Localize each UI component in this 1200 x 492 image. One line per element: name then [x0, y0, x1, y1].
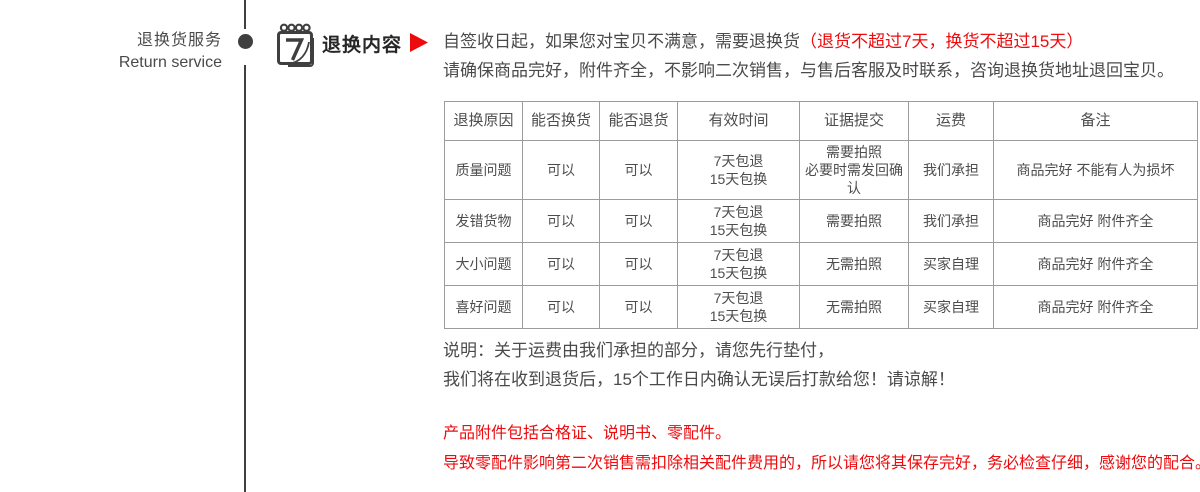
warning-line2: 导致零配件影响第二次销售需扣除相关配件费用的，所以请您将其保存完好，务必检查仔细…: [443, 455, 1200, 472]
notes-line2: 我们将在收到退货后，15个工作日内确认无误后打款给您！请谅解！: [443, 370, 955, 389]
table-row: 喜好问题 可以 可以 7天包退 15天包换 无需拍照 买家自理 商品完好 附件齐…: [444, 285, 1198, 329]
table-row: 质量问题 可以 可以 7天包退 15天包换 需要拍照 必要时需发回确认 我们承担…: [444, 140, 1198, 200]
table-row: 大小问题 可以 可以 7天包退 15天包换 无需拍照 买家自理 商品完好 附件齐…: [444, 242, 1198, 286]
service-label: 退换货服务 Return service: [80, 30, 222, 74]
calendar-day7-icon: [276, 21, 316, 74]
table-cell: 质量问题: [444, 140, 523, 200]
table-cell: 可以: [522, 242, 600, 286]
header-cell-valid-time: 有效时间: [677, 101, 800, 141]
intro-line1-red: （退货不超过7天，换货不超过15天）: [800, 32, 1084, 51]
header-cell-freight: 运费: [908, 101, 994, 141]
table-cell: 买家自理: [908, 242, 994, 286]
intro-paragraph: 自签收日起，如果您对宝贝不满意，需要退换货（退货不超过7天，换货不超过15天） …: [443, 27, 1200, 85]
table-cell: 无需拍照: [799, 242, 909, 286]
return-policy-table: 退换原因 能否换货 能否退货 有效时间 证据提交 运费 备注 质量问题 可以 可…: [444, 101, 1198, 329]
table-cell: 无需拍照: [799, 285, 909, 329]
table-cell: 7天包退 15天包换: [677, 242, 800, 286]
table-cell: 喜好问题: [444, 285, 523, 329]
table-cell: 7天包退 15天包换: [677, 285, 800, 329]
header-cell-exchange: 能否换货: [522, 101, 600, 141]
header-cell-reason: 退换原因: [444, 101, 523, 141]
timeline-line-bottom: [244, 65, 246, 492]
timeline-line-top: [244, 0, 246, 29]
table-header-row: 退换原因 能否换货 能否退货 有效时间 证据提交 运费 备注: [444, 101, 1198, 141]
table-cell: 可以: [522, 285, 600, 329]
table-cell: 需要拍照: [799, 199, 909, 243]
arrow-right-icon: [410, 33, 428, 57]
table-cell: 商品完好 附件齐全: [993, 242, 1198, 286]
header-cell-remark: 备注: [993, 101, 1198, 141]
timeline-bullet: [238, 34, 253, 49]
table-cell: 需要拍照 必要时需发回确认: [799, 140, 909, 200]
table-cell: 可以: [599, 242, 678, 286]
table-cell: 7天包退 15天包换: [677, 140, 800, 200]
table-cell: 我们承担: [908, 140, 994, 200]
freight-notes: 说明：关于运费由我们承担的部分，请您先行垫付， 我们将在收到退货后，15个工作日…: [443, 336, 955, 394]
table-cell: 7天包退 15天包换: [677, 199, 800, 243]
table-cell: 可以: [522, 199, 600, 243]
table-cell: 我们承担: [908, 199, 994, 243]
header-cell-return: 能否退货: [599, 101, 678, 141]
table-cell: 商品完好 附件齐全: [993, 285, 1198, 329]
table-cell: 商品完好 不能有人为损坏: [993, 140, 1198, 200]
intro-line1: 自签收日起，如果您对宝贝不满意，需要退换货（退货不超过7天，换货不超过15天）: [443, 27, 1200, 56]
accessories-warning: 产品附件包括合格证、说明书、零配件。 导致零配件影响第二次销售需扣除相关配件费用…: [443, 419, 1200, 479]
service-label-cn: 退换货服务: [136, 32, 222, 49]
table-row: 发错货物 可以 可以 7天包退 15天包换 需要拍照 我们承担 商品完好 附件齐…: [444, 199, 1198, 243]
table-cell: 大小问题: [444, 242, 523, 286]
table-cell: 买家自理: [908, 285, 994, 329]
table-cell: 发错货物: [444, 199, 523, 243]
table-cell: 商品完好 附件齐全: [993, 199, 1198, 243]
intro-line1-black: 自签收日起，如果您对宝贝不满意，需要退换货: [443, 32, 800, 51]
service-label-en: Return service: [118, 54, 222, 71]
table-cell: 可以: [599, 285, 678, 329]
warning-line1: 产品附件包括合格证、说明书、零配件。: [443, 425, 732, 442]
header-cell-evidence: 证据提交: [799, 101, 909, 141]
table-cell: 可以: [599, 199, 678, 243]
table-cell: 可以: [599, 140, 678, 200]
intro-line2: 请确保商品完好，附件齐全，不影响二次销售，与售后客服及时联系，咨询退换货地址退回…: [443, 61, 1174, 80]
section-heading: 退换内容: [322, 35, 403, 56]
notes-line1: 说明：关于运费由我们承担的部分，请您先行垫付，: [443, 341, 834, 360]
table-cell: 可以: [522, 140, 600, 200]
